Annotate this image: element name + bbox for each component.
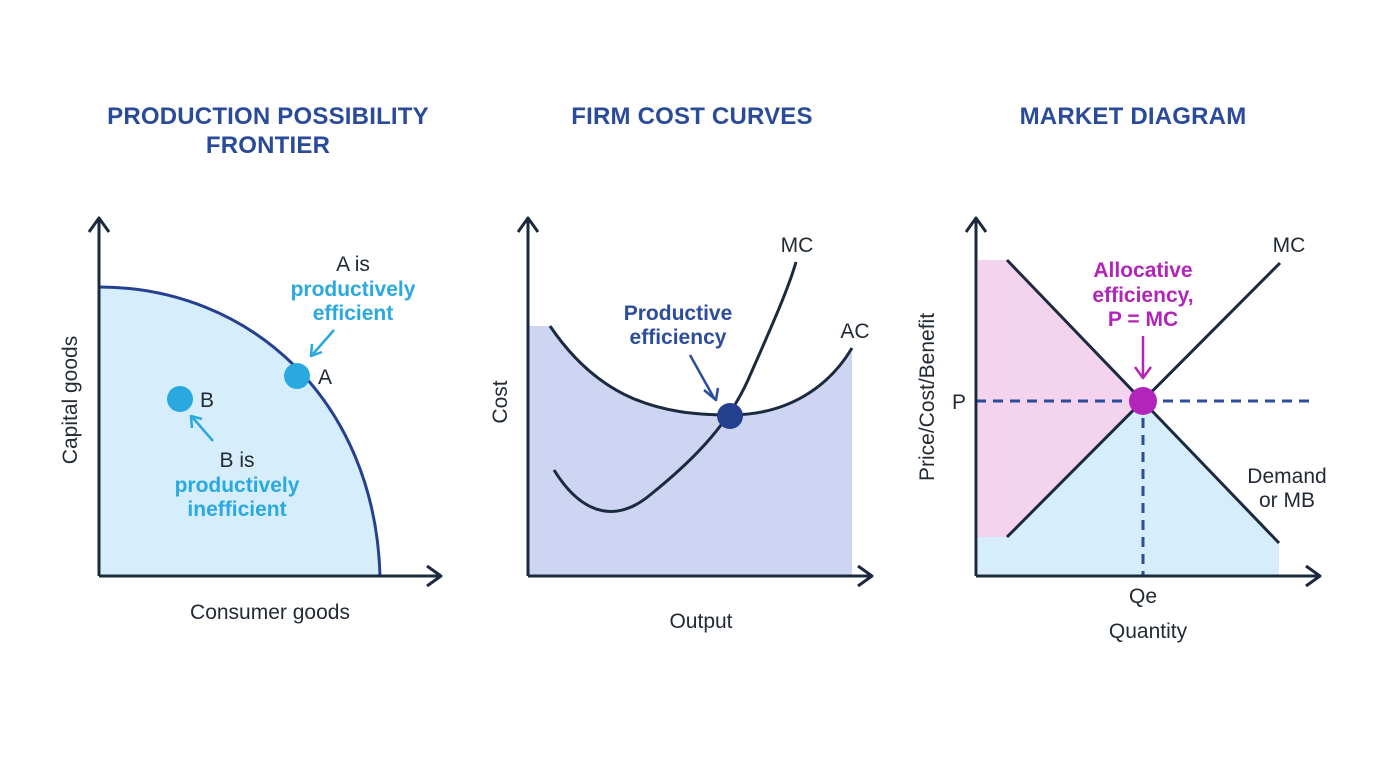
p-label: P <box>952 391 966 414</box>
productive-efficiency-arrow <box>688 354 716 399</box>
y-axis-arrowhead <box>964 216 988 233</box>
ppf-feasible-area <box>99 287 380 576</box>
qe-label: Qe <box>1129 585 1157 608</box>
ppf-panel: PRODUCTION POSSIBILITY FRONTIER Capital … <box>0 0 540 768</box>
productive-efficiency-arrowhead <box>703 387 720 402</box>
note-a-line3: efficient <box>313 302 394 325</box>
market-diagram: Price/Cost/Benefit Quantity P Qe MC Dema… <box>916 216 1327 643</box>
point-b-marker <box>167 386 193 412</box>
note-b-line1: B is <box>219 449 254 472</box>
cost-panel: FIRM COST CURVES Cost Output MC AC Produ… <box>470 0 910 768</box>
demand-label-line2: or MB <box>1259 489 1315 512</box>
market-mc-label: MC <box>1273 234 1306 257</box>
market-title: MARKET DIAGRAM <box>900 102 1366 131</box>
y-axis-arrowhead <box>516 216 540 233</box>
note-a-arrowhead <box>309 343 323 358</box>
mc-curve <box>552 261 798 513</box>
cost-x-axis-label: Output <box>669 610 732 633</box>
lower-shaded-area <box>978 401 1279 576</box>
ppf-diagram: Capital goods Consumer goods A B A is pr… <box>59 216 443 624</box>
note-b-arrowhead <box>189 414 203 429</box>
note-b-arrow <box>192 417 214 442</box>
equilibrium-point <box>1129 387 1157 415</box>
producer-surplus-area <box>978 401 1143 537</box>
ppf-title-line1: PRODUCTION POSSIBILITY <box>107 103 429 130</box>
market-panel: MARKET DIAGRAM Price/Cost/Benefit Quanti… <box>910 0 1376 768</box>
note-a-line2: productively <box>291 278 416 301</box>
mc-label: MC <box>781 234 814 257</box>
note-a-line1: A is <box>336 253 370 276</box>
x-axis-arrowhead <box>426 564 443 588</box>
market-x-axis-label: Quantity <box>1109 620 1188 643</box>
allocative-efficiency-line3: P = MC <box>1108 308 1178 331</box>
y-axis-arrowhead <box>87 216 111 233</box>
ppf-y-axis-label: Capital goods <box>59 336 82 464</box>
ppf-title-line2: FRONTIER <box>205 132 331 159</box>
note-a-arrow <box>312 329 335 355</box>
cost-y-axis-label: Cost <box>489 380 512 423</box>
cost-title: FIRM COST CURVES <box>472 102 912 131</box>
cost-title-text: FIRM COST CURVES <box>571 103 813 130</box>
productive-efficiency-point <box>717 403 743 429</box>
ac-label: AC <box>840 320 869 343</box>
x-axis-arrowhead <box>1305 564 1322 588</box>
productive-efficiency-line2: efficiency <box>630 326 727 349</box>
demand-label-line1: Demand <box>1247 465 1326 488</box>
point-b-label: B <box>200 389 214 412</box>
cost-diagram: Cost Output MC AC Productive efficiency <box>489 216 874 633</box>
consumer-surplus-area <box>978 260 1143 401</box>
allocative-efficiency-line2: efficiency, <box>1092 284 1193 307</box>
allocative-efficiency-line1: Allocative <box>1093 259 1192 282</box>
point-a-label: A <box>318 366 332 389</box>
ppf-title: PRODUCTION POSSIBILITY FRONTIER <box>0 102 538 160</box>
market-title-text: MARKET DIAGRAM <box>1019 103 1247 130</box>
note-b-line3: inefficient <box>187 498 286 521</box>
note-b-line2: productively <box>175 474 300 497</box>
cost-shaded-area <box>528 326 852 576</box>
ppf-x-axis-label: Consumer goods <box>190 601 350 624</box>
x-axis-arrowhead <box>857 564 874 588</box>
allocative-efficiency-arrowhead <box>1133 366 1153 380</box>
market-y-axis-label: Price/Cost/Benefit <box>916 313 939 481</box>
point-a-marker <box>284 363 310 389</box>
productive-efficiency-line1: Productive <box>624 302 733 325</box>
